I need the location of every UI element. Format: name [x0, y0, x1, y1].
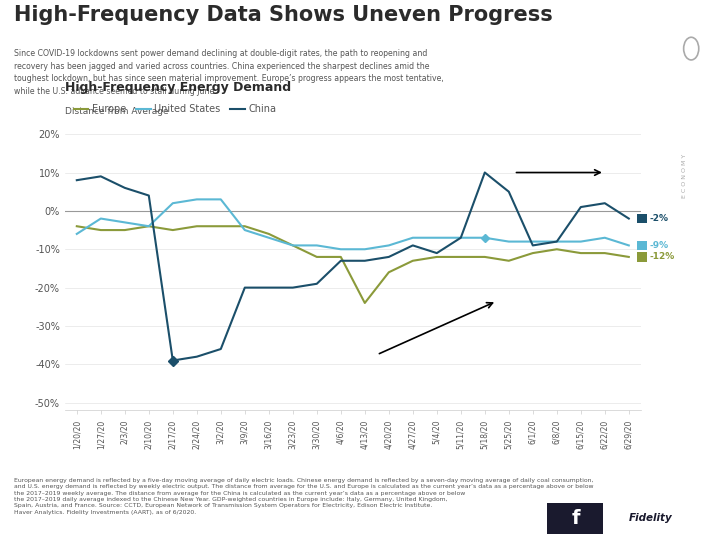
Text: -2%: -2% [649, 214, 669, 223]
Text: f: f [572, 509, 580, 528]
FancyBboxPatch shape [547, 503, 603, 534]
Text: Distance from Average: Distance from Average [65, 107, 168, 116]
Legend: Europe, United States, China: Europe, United States, China [70, 100, 281, 118]
Text: Since COVID-19 lockdowns sent power demand declining at double-digit rates, the : Since COVID-19 lockdowns sent power dema… [14, 50, 444, 96]
Text: -9%: -9% [649, 241, 669, 250]
Text: Fidelity: Fidelity [629, 514, 672, 523]
Text: -12%: -12% [649, 252, 675, 261]
Text: European energy demand is reflected by a five-day moving average of daily electr: European energy demand is reflected by a… [14, 478, 594, 515]
Text: E C O N O M Y: E C O N O M Y [682, 153, 686, 198]
Text: High-Frequency Data Shows Uneven Progress: High-Frequency Data Shows Uneven Progres… [14, 5, 553, 25]
Text: High-Frequency Energy Demand: High-Frequency Energy Demand [65, 81, 291, 94]
